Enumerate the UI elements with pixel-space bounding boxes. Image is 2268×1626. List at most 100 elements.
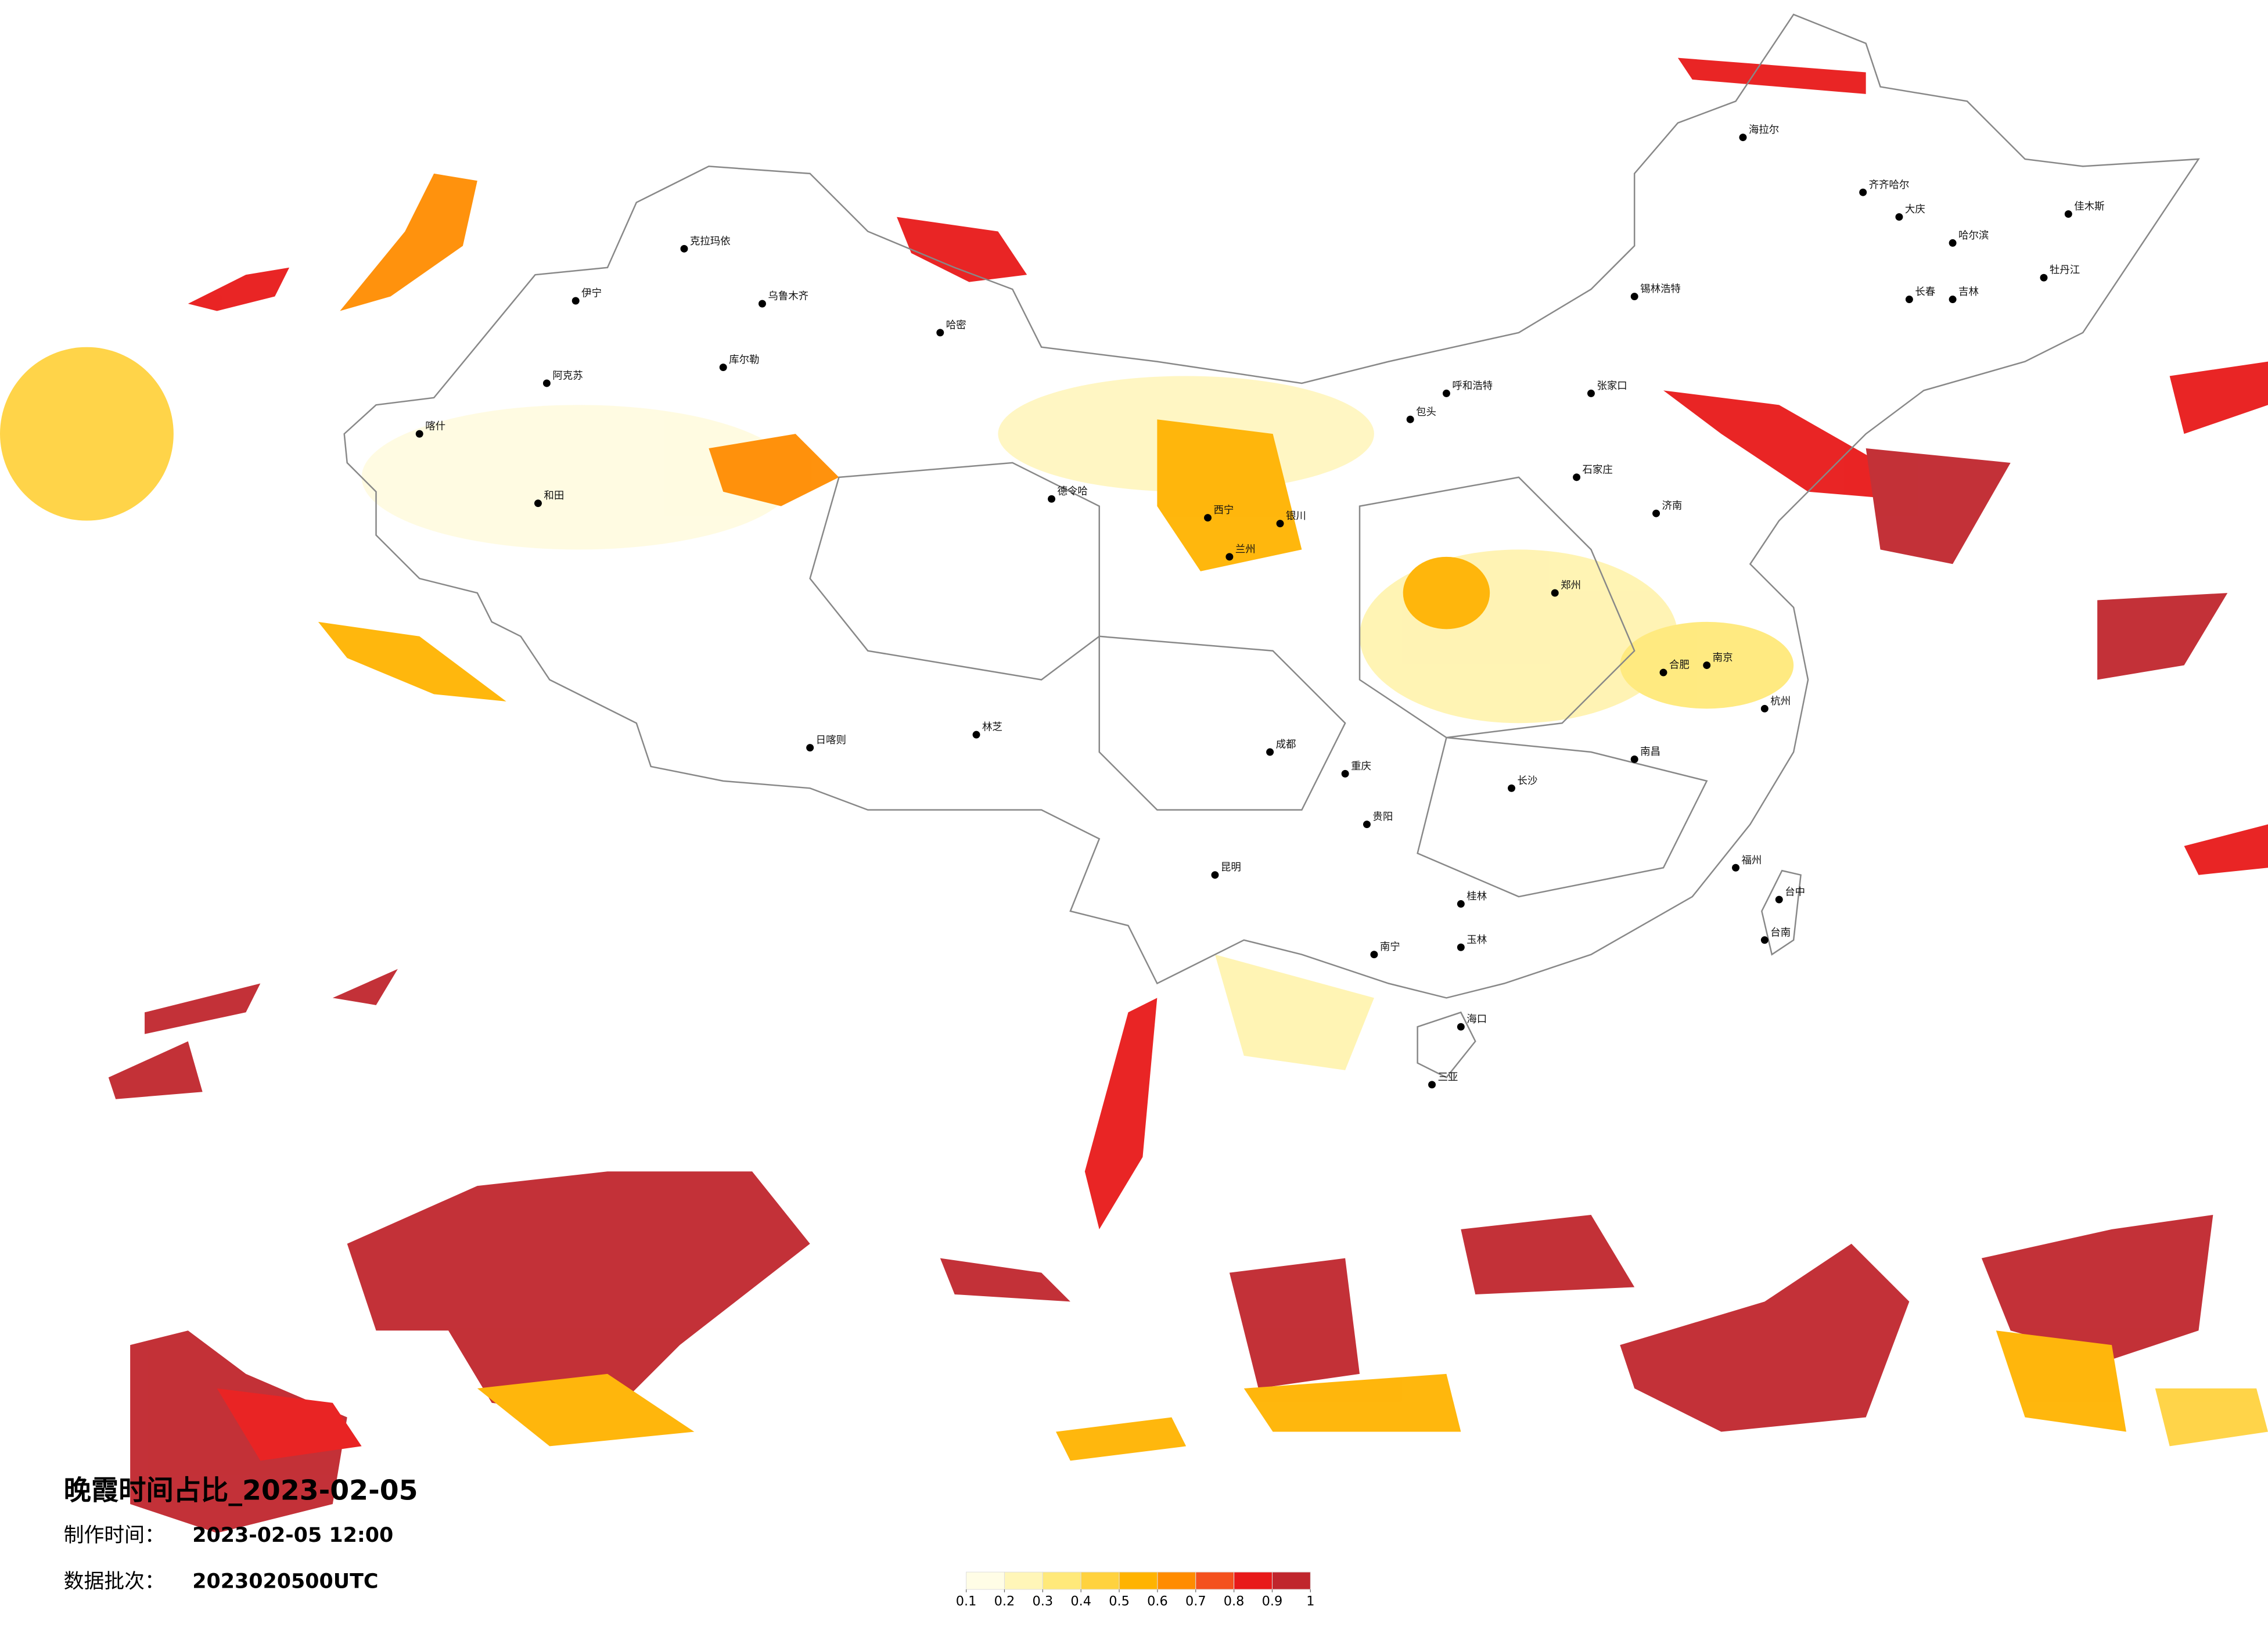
- city-label: 日喀则: [816, 735, 846, 746]
- city-label: 牡丹江: [2050, 265, 2080, 276]
- city-label: 成都: [1276, 739, 1296, 751]
- city-dot: [1760, 936, 1769, 944]
- batch-label: 数据批次：: [64, 1570, 165, 1593]
- city-dot: [1442, 389, 1450, 397]
- city-dot: [1341, 769, 1349, 778]
- city-dot: [719, 364, 727, 372]
- city-dot: [542, 379, 551, 387]
- city-dot: [806, 744, 814, 752]
- city-dot: [1659, 668, 1667, 677]
- city-dot: [1949, 239, 1957, 247]
- city-label: 重庆: [1351, 761, 1371, 772]
- city-dot: [534, 499, 542, 508]
- city-label: 郑州: [1561, 580, 1581, 592]
- city-dot: [1406, 415, 1414, 423]
- colorbar-tick-label: 0.5: [1109, 1593, 1130, 1609]
- map-title: 晚霞时间占比_2023-02-05: [64, 1475, 418, 1507]
- city-label: 佳木斯: [2074, 201, 2104, 213]
- city-dot: [1587, 389, 1595, 397]
- city-label: 昆明: [1221, 862, 1241, 873]
- city-label: 包头: [1416, 406, 1436, 418]
- city-label: 银川: [1286, 510, 1306, 522]
- city-label: 克拉玛依: [690, 236, 731, 247]
- production-label: 制作时间：: [64, 1524, 165, 1547]
- colorbar-segment: [966, 1571, 1005, 1590]
- city-label: 三亚: [1437, 1071, 1458, 1083]
- city-dot: [1949, 296, 1957, 303]
- batch-value: 2023020500UTC: [192, 1570, 378, 1593]
- city-dot: [1457, 943, 1465, 951]
- colorbar-segment: [1080, 1571, 1120, 1590]
- city-label: 长春: [1915, 286, 1935, 298]
- city-dot: [1573, 473, 1581, 481]
- city-label: 林芝: [982, 722, 1002, 733]
- colorbar-tick-label: 0.8: [1224, 1593, 1245, 1609]
- city-dot: [572, 297, 580, 305]
- city-dot: [1775, 895, 1783, 904]
- colorbar-tick-label: 0.3: [1033, 1593, 1054, 1609]
- city-dot: [2064, 210, 2072, 218]
- city-dot: [1363, 821, 1371, 829]
- city-dot: [1703, 661, 1711, 670]
- city-label: 福州: [1741, 855, 1762, 866]
- city-label: 大庆: [1905, 204, 1925, 215]
- city-dot: [1508, 784, 1515, 792]
- city-dot: [1760, 704, 1769, 713]
- city-dot: [1225, 553, 1234, 561]
- city-label: 张家口: [1597, 380, 1627, 392]
- city-label: 杭州: [1770, 696, 1791, 707]
- city-label: 乌鲁木齐: [768, 291, 808, 303]
- city-dot: [1905, 296, 1913, 303]
- city-dot: [1370, 951, 1378, 959]
- city-label: 呼和浩特: [1452, 380, 1493, 392]
- city-dot: [1652, 509, 1660, 517]
- colorbar-tick-label: 0.1: [956, 1593, 977, 1609]
- city-dot: [972, 731, 980, 739]
- city-label: 石家庄: [1583, 464, 1613, 476]
- colorbar-tick-label: 0.4: [1070, 1593, 1091, 1609]
- city-dot: [1457, 1023, 1465, 1031]
- city-dot: [1048, 495, 1056, 503]
- city-label: 锡林浩特: [1640, 283, 1681, 295]
- city-label: 哈尔滨: [1958, 230, 1989, 242]
- city-dot: [1428, 1081, 1436, 1089]
- colorbar-segment: [1119, 1571, 1158, 1590]
- city-label: 库尔勒: [729, 354, 759, 366]
- city-label: 台中: [1785, 887, 1805, 898]
- boundaries: [343, 13, 2200, 1078]
- city-label: 哈密: [946, 319, 966, 331]
- city-label: 台南: [1770, 927, 1791, 938]
- city-dot: [1895, 213, 1903, 221]
- city-dot: [680, 244, 688, 253]
- city-label: 贵阳: [1372, 811, 1393, 823]
- city-label: 南宁: [1380, 941, 1400, 953]
- city-dot: [415, 430, 423, 438]
- city-label: 海口: [1467, 1014, 1487, 1026]
- city-label: 济南: [1662, 501, 1683, 512]
- city-label: 齐齐哈尔: [1869, 179, 1910, 191]
- city-label: 德令哈: [1058, 486, 1088, 498]
- city-label: 海拉尔: [1749, 124, 1779, 136]
- city-dot: [758, 300, 766, 308]
- colorbar-tick-label: 0.2: [994, 1593, 1015, 1609]
- colorbar-segment: [1234, 1571, 1273, 1590]
- colorbar-segment: [1195, 1571, 1235, 1590]
- city-label: 和田: [544, 490, 564, 502]
- legend: 0.1 0.2 0.3 0.4 0.5 0.6 0.7 0.8 0.9 1: [956, 1571, 1314, 1609]
- colorbar-segment: [1271, 1571, 1311, 1590]
- city-dot: [1204, 514, 1212, 522]
- city-dot: [1859, 188, 1867, 196]
- city-label: 吉林: [1958, 286, 1979, 298]
- city-label: 伊宁: [581, 288, 602, 300]
- city-dot: [1211, 871, 1219, 879]
- city-dot: [1739, 134, 1747, 142]
- city-dot: [1276, 520, 1284, 528]
- city-label: 南昌: [1640, 746, 1660, 758]
- colorbar-segment: [1042, 1571, 1081, 1590]
- colorbar-segment: [1004, 1571, 1043, 1590]
- city-dot: [2040, 274, 2048, 282]
